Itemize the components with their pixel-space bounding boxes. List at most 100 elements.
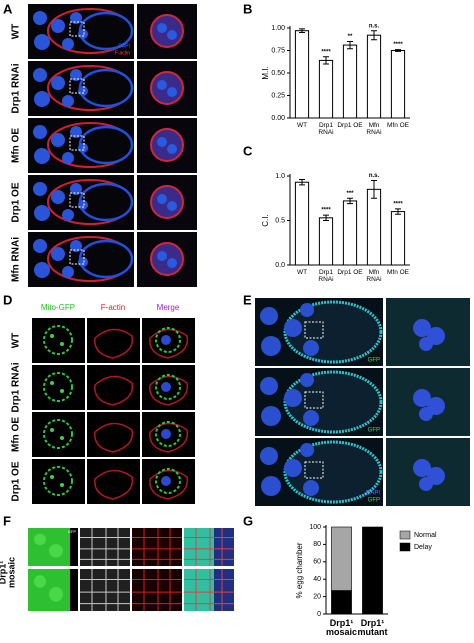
x-tick-label: Drp1 OE [337,122,363,129]
micrograph [137,232,197,287]
legend-label: Normal [414,532,437,539]
panel-letter: E [243,292,252,307]
micrograph [137,61,197,116]
micrograph [87,365,140,410]
micrograph [137,4,197,59]
micrograph [142,365,195,410]
micrograph [142,318,195,363]
micrograph [32,459,85,504]
row-label: Drp1¹ mosaic [0,556,17,588]
bar [342,44,358,119]
y-tick-label: 60 [313,559,321,566]
x-tick-label: Drp1 RNAi [318,269,334,283]
x-tick-label: Mfn RNAi [366,269,382,283]
row-label: Mfn OE [11,417,22,452]
column-header: Merge [157,303,180,312]
bar [366,188,382,266]
y-tick-label: 1.0 [275,173,285,180]
row-label: Drp1 RNAi [11,362,22,412]
y-tick-label: 20 [313,593,321,600]
panel-f-images [28,528,234,611]
micrograph [87,412,140,457]
error-bar [323,214,329,221]
significance-label: ** [348,34,353,40]
bar [318,59,334,119]
micrograph [132,528,182,566]
micrograph [28,232,134,287]
y-tick-label: 80 [313,541,321,548]
column-header: F-actin [101,303,125,312]
error-bar [347,41,353,50]
significance-label: *** [346,191,354,197]
bar [390,211,406,266]
micrograph [386,298,470,366]
micrograph [28,118,134,173]
bar [294,181,310,266]
y-tick-label: 0.75 [271,47,285,54]
micrograph [132,569,182,611]
y-tick-label: 1.00 [271,25,285,32]
bar-segment [331,590,352,615]
y-axis-label: % egg chamber [295,542,304,598]
stain-label: GFP [368,498,380,504]
panel-letter: A [3,1,13,16]
row-label: Drp1 OE [11,182,22,222]
row-label: Mfn RNAi [11,237,22,282]
micrograph [386,438,470,506]
legend-swatch [399,542,411,552]
bar [294,30,310,119]
significance-label: n.s. [369,23,380,29]
bar [366,34,382,119]
y-tick-label: 0.0 [275,262,285,269]
micrograph [28,569,78,611]
micrograph [255,438,383,506]
error-bar [395,208,401,215]
panel-letter: D [3,292,12,307]
x-tick-label: Drp1¹ mosaic [325,618,358,638]
x-tick-label: Mfn RNAi [366,122,382,136]
x-tick-label: WT [296,269,308,276]
micrograph [28,61,134,116]
row-label: Drp1 RNAi [11,63,22,113]
micrograph [137,175,197,230]
x-tick-label: Drp1 RNAi [318,122,334,136]
micrograph [137,118,197,173]
micrograph [255,298,383,366]
x-tick-label: WT [296,122,308,129]
micrograph [142,459,195,504]
micrograph [87,459,140,504]
bar [390,50,406,119]
legend-swatch [399,530,411,540]
micrograph [80,528,130,566]
row-label: WT [11,24,22,40]
bar-segment [362,526,383,615]
row-label: Mfn OE [11,128,22,163]
error-bar [371,30,377,41]
y-tick-label: 0.50 [271,70,285,77]
error-bar [323,56,329,65]
column-header: Mito-GFP [41,303,75,312]
y-axis-label: C.I. [261,214,270,226]
micrograph [28,175,134,230]
error-bar [299,179,305,186]
panel-letter: F [3,513,11,528]
error-bar [371,179,377,199]
x-tick-label: Drp1 OE [337,269,363,276]
stain-label: GFP [368,358,380,364]
row-label: Drp1 OE [11,461,22,501]
stain-label: F-actin [115,50,131,56]
significance-label: **** [321,49,331,55]
micrograph [87,318,140,363]
y-tick-label: 100 [309,524,321,531]
panel-e-images [255,298,470,506]
y-tick-label: 0.25 [271,92,285,99]
error-bar [299,28,305,33]
significance-label: **** [393,42,403,48]
significance-label: n.s. [369,173,380,179]
micrograph [255,368,383,436]
row-label: WT [11,333,22,349]
panel-d-images [32,318,195,504]
y-tick-label: 40 [313,576,321,583]
